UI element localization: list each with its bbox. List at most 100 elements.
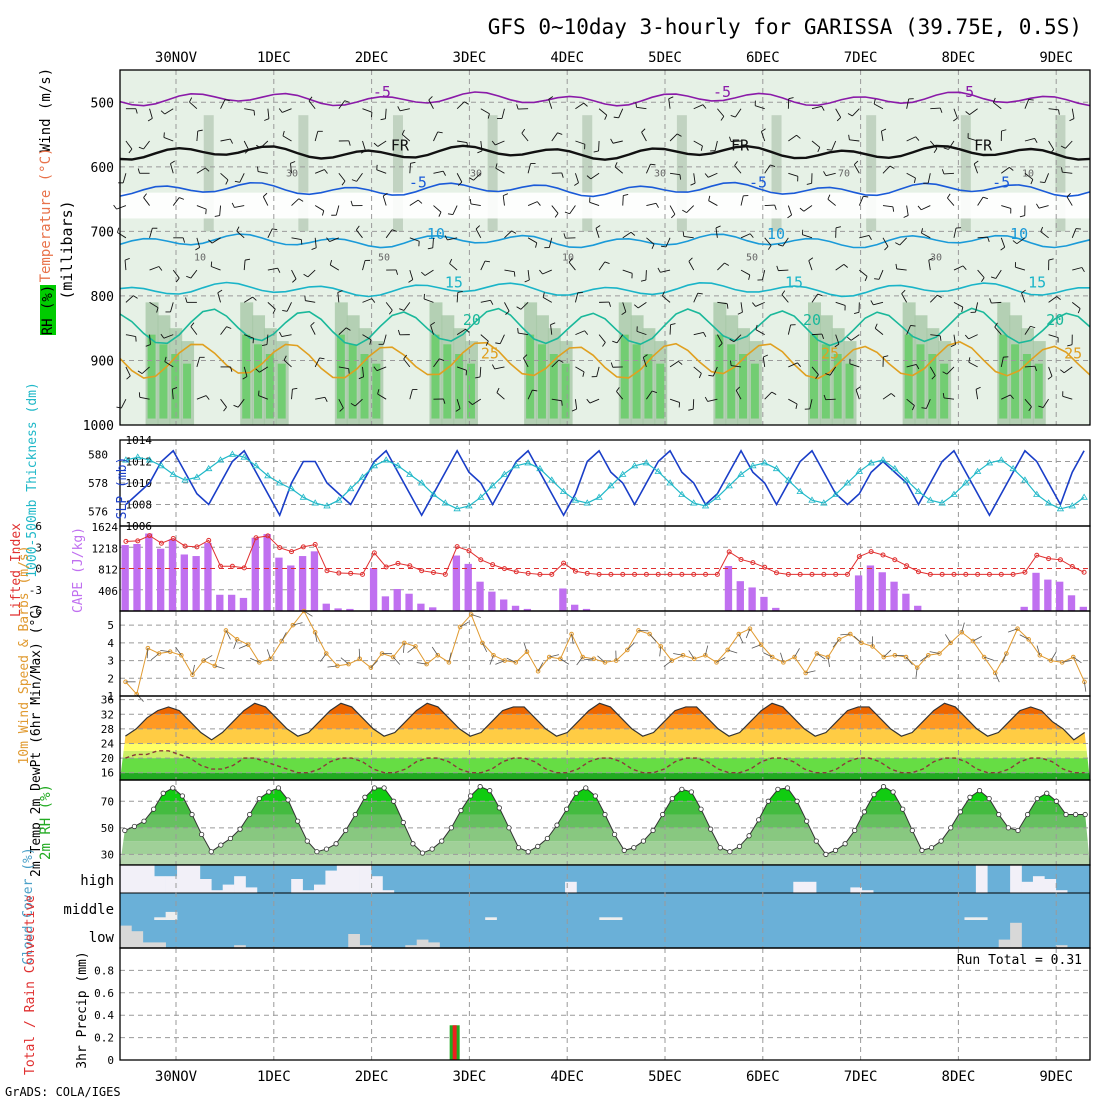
rh-marker [871, 792, 877, 798]
wind-barb [745, 628, 751, 639]
thickness-axis-label: 1000-500mb Thickness (dm) [25, 382, 40, 578]
wind-barb [622, 195, 624, 206]
wind-barb [906, 205, 909, 216]
cape-bar [429, 607, 437, 611]
wind-speed-marker [435, 652, 441, 658]
rh-marker [199, 831, 205, 838]
wind-barb [457, 140, 468, 144]
rh-cell [620, 334, 629, 419]
rh-cell [1022, 354, 1031, 419]
wind-barb [203, 655, 213, 661]
wind-speed-marker [881, 654, 887, 660]
thickness-marker [1009, 464, 1017, 472]
wind-barb [196, 205, 207, 210]
wind-barb [571, 633, 574, 644]
wind-barb-flag [651, 390, 658, 394]
lifted-index-marker [253, 535, 259, 541]
wind-barb [921, 232, 931, 239]
cape-bar [571, 604, 579, 611]
wind-barb [548, 237, 553, 248]
cloud-panel: high middle low Cloud Cover (%) [21, 847, 1091, 965]
slp-line [125, 449, 1085, 518]
wind-barb-flag [568, 257, 573, 263]
wind-barb [527, 270, 530, 281]
wind-barb-flag [874, 323, 878, 329]
wind-barb-flag [1028, 99, 1034, 101]
wind-speed-marker [1037, 652, 1043, 658]
wind-barb-flag [903, 215, 909, 218]
wind-barb-flag [895, 242, 900, 246]
wind-barb-flag [380, 118, 386, 121]
wind-barb-flag [223, 406, 227, 412]
wind-barb [669, 205, 676, 215]
wind-barb-flag [190, 322, 195, 327]
precip-panel: 0 0.2 0.4 0.6 0.8 Run Total = 0.31 3hr Precip … [23, 895, 1091, 1075]
wind-barb [761, 131, 766, 142]
wind-barb-flag [469, 177, 474, 181]
wind-barb [598, 140, 600, 152]
thickness-marker [417, 479, 426, 486]
lifted-index-marker [158, 540, 164, 546]
rh-marker [535, 843, 541, 850]
cloud-level-label: middle [63, 902, 114, 918]
rh-marker [612, 831, 618, 838]
wind-barb [568, 262, 576, 271]
wind-speed-marker [602, 660, 608, 665]
thickness-marker [571, 496, 580, 503]
rh-marker [218, 842, 224, 848]
wind-barb-flag [602, 342, 606, 347]
wind-barb [1071, 302, 1081, 309]
wind-barb [1038, 205, 1049, 209]
wind-barb [660, 269, 671, 273]
wind-barb-flag [548, 96, 554, 100]
day-label-top: 8DEC [942, 50, 976, 66]
cape-bar [156, 548, 165, 611]
wind-barb-flag [324, 397, 328, 402]
wind-barb [340, 657, 349, 665]
rh-marker [563, 806, 570, 812]
wind-barb [1072, 267, 1083, 271]
temperature-contour-label: 20 [1046, 311, 1064, 329]
temp-tick-label: 32 [101, 708, 114, 721]
lifted-index-marker [312, 542, 318, 548]
wind-speed-marker [758, 642, 764, 647]
wind-barb [915, 667, 918, 678]
wind-barb-flag [730, 360, 732, 366]
wind-barb-flag [447, 213, 453, 216]
rh-shading [145, 115, 1066, 425]
wind-barb [354, 398, 363, 407]
wind-barb [459, 621, 469, 628]
wind-barb [1024, 365, 1035, 368]
wind-barb-flag [943, 147, 949, 150]
rh-marker [976, 788, 983, 794]
thickness-marker [654, 467, 662, 474]
wind-barb [527, 389, 533, 400]
wind-barb-flag [670, 323, 676, 326]
wind-barb-flag [517, 328, 519, 334]
cloud-axis-label: Cloud Cover (%) [21, 847, 36, 964]
wind-barb [1015, 266, 1026, 271]
temperature-contour-label: 20 [463, 311, 481, 329]
wind-barb [641, 132, 647, 142]
wind-barb [423, 298, 434, 303]
lifted-index-marker [478, 557, 484, 563]
cape-bar [204, 542, 212, 611]
lifted-index-marker [549, 571, 555, 577]
wind-barb-flag [321, 210, 325, 216]
lifted-index-marker [821, 571, 827, 577]
wind-barb-flag [933, 148, 938, 153]
wind-barb [307, 269, 316, 278]
temp-tick-label: 28 [101, 723, 114, 736]
cape-bar [488, 591, 496, 611]
wind-barb-flag [355, 225, 360, 231]
wind-barb [929, 366, 936, 376]
wind-barb [1050, 651, 1057, 661]
wind-barb-flag [982, 196, 988, 200]
wind-barb-flag [593, 150, 599, 153]
wind-speed-marker [446, 660, 452, 665]
wind-barb-flag [843, 264, 849, 268]
rh-cell [183, 363, 192, 419]
wind-barb-flag [197, 129, 203, 132]
wind-barb [385, 229, 393, 239]
wind-barb-flag [511, 230, 517, 234]
